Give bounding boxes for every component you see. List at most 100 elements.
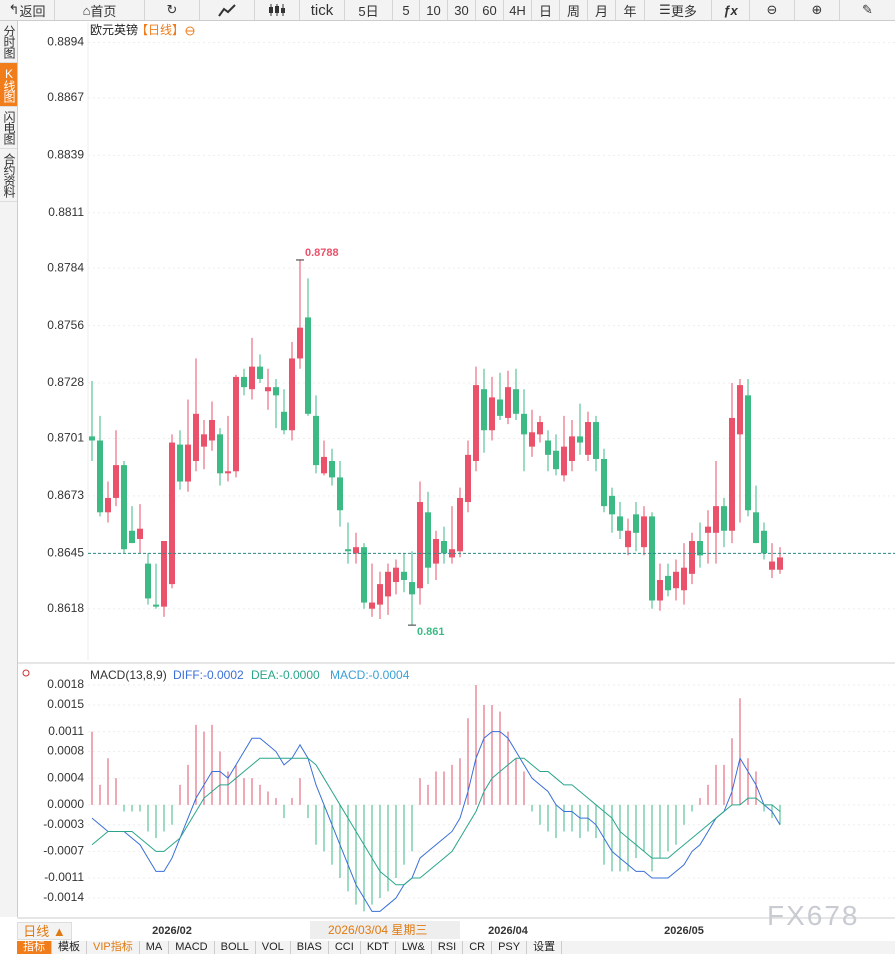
candle-body [625, 530, 631, 548]
candle-body [777, 557, 783, 570]
x-tick-label: 2026/05 [664, 925, 704, 937]
candle-body [193, 413, 199, 462]
period-button[interactable]: 60 [476, 0, 504, 20]
indicator-tab[interactable]: CR [463, 941, 493, 954]
indicator-tab[interactable]: RSI [432, 941, 464, 954]
candle-body [457, 497, 463, 552]
refresh-button[interactable]: ↻ [145, 0, 200, 20]
candle-body [753, 512, 759, 544]
y-tick-label: 0.8701 [47, 431, 84, 445]
candle-body [497, 399, 503, 416]
candle-body [297, 327, 303, 359]
settings-icon[interactable] [22, 669, 30, 677]
period-button[interactable]: tick [300, 0, 345, 20]
zoom-out-button[interactable]: ⊖ [750, 0, 795, 20]
candle-body [537, 422, 543, 435]
chart-button[interactable] [200, 0, 255, 20]
watermark: FX678 [767, 900, 860, 931]
candle-body [185, 444, 191, 482]
sidebar-tab[interactable]: 合约资料 [0, 149, 17, 202]
sidebar-tab[interactable]: 分时图 [0, 21, 17, 63]
period-button[interactable]: 30 [448, 0, 476, 20]
candle-body [657, 579, 663, 601]
indicator-tab[interactable]: KDT [361, 941, 396, 954]
candle-body [129, 530, 135, 544]
candle-body [577, 436, 583, 443]
candle-body [545, 440, 551, 455]
y-tick-label: 0.8756 [47, 318, 84, 332]
candle-body [89, 436, 95, 441]
x-tick-label: 2026/04 [488, 925, 529, 937]
sidebar-tab[interactable]: 闪电图 [0, 107, 17, 149]
draw-button[interactable]: ✎ [862, 2, 873, 17]
back-button[interactable]: ↰ 返回 [0, 0, 55, 20]
candle-body [721, 506, 727, 531]
home-button[interactable]: ⌂ 首页 [55, 0, 145, 20]
candle-body [345, 549, 351, 552]
indicator-tab[interactable]: MA [140, 941, 170, 954]
y-tick-label: 0.8784 [47, 260, 84, 274]
crosshair-box [310, 921, 460, 939]
y-tick-label: 0.8867 [47, 90, 84, 104]
candle-body [105, 497, 111, 513]
y-tick-label: 0.0011 [48, 724, 84, 738]
candle-body [441, 541, 447, 554]
indicator-tab[interactable]: MACD [169, 941, 215, 954]
candle-body [257, 366, 263, 379]
candle-body [289, 358, 295, 431]
indicator-tab[interactable]: 模板 [52, 941, 87, 954]
formula-button[interactable]: ƒx [712, 0, 750, 20]
y-tick-label: 0.8673 [47, 488, 84, 502]
candle-body [177, 444, 183, 482]
y-tick-label: 0.0015 [47, 697, 84, 711]
sidebar-tab[interactable]: K线图 [0, 63, 17, 107]
indicator-tab[interactable]: LW& [396, 941, 432, 954]
candle-body [313, 415, 319, 466]
period-button[interactable]: 10 [420, 0, 448, 20]
diff-line [91, 731, 781, 912]
candle-body [393, 567, 399, 583]
y-tick-label: -0.0011 [44, 870, 84, 884]
indicator-tab[interactable]: VIP指标 [87, 941, 140, 954]
candle-body [273, 387, 279, 396]
toolbar: ↰ 返回 ⌂ 首页 ↻ tick 5日 5 10 30 60 4H 日 周 月 年 … [0, 0, 895, 21]
indicator-tab[interactable]: BIAS [291, 941, 329, 954]
indicator-tab[interactable]: CCI [329, 941, 361, 954]
candle-body [641, 516, 647, 548]
period-button[interactable]: 周 [560, 0, 588, 20]
candle-body [377, 584, 383, 605]
period-button[interactable]: 年 [616, 0, 645, 20]
more-button[interactable]: ☰ 更多 [645, 0, 712, 20]
candle-body [241, 376, 247, 388]
candle-body [169, 442, 175, 585]
indicator-tab[interactable]: VOL [256, 941, 291, 954]
candle-body [705, 526, 711, 533]
candle-button[interactable] [255, 0, 300, 20]
zoom-in-button[interactable]: ⊕ [795, 0, 840, 20]
period-button[interactable]: 5日 [345, 0, 393, 20]
indicator-tabs: 指标 模板 VIP指标 MA MACD BOLL VOL BIAS CCI KDT LW& RSI CR… [17, 941, 895, 954]
indicator-tab[interactable]: PSY [492, 941, 528, 954]
period-button[interactable]: 月 [588, 0, 616, 20]
period-button[interactable]: 5 [393, 0, 420, 20]
period-button[interactable]: 日 [532, 0, 560, 20]
indicator-tab[interactable]: BOLL [215, 941, 256, 954]
candle-body [433, 538, 439, 564]
candle-body [513, 389, 519, 414]
indicator-tab[interactable]: 设置 [527, 941, 563, 954]
period-button[interactable]: 4H [504, 0, 532, 20]
candle-body [209, 419, 215, 441]
x-tick-label: 2026/02 [152, 925, 192, 937]
candle-body [713, 506, 719, 533]
candle-body [217, 434, 223, 474]
period-toggle[interactable]: 日线 ▲ [17, 922, 72, 940]
candle-body [401, 571, 407, 580]
candle-body [321, 456, 327, 474]
indicator-tab[interactable]: 指标 [17, 941, 52, 954]
candle-body [521, 413, 527, 435]
candle-body [265, 387, 271, 392]
low-label: 0.861 [417, 626, 445, 638]
candle-body [689, 541, 695, 574]
candle-body [417, 502, 423, 589]
